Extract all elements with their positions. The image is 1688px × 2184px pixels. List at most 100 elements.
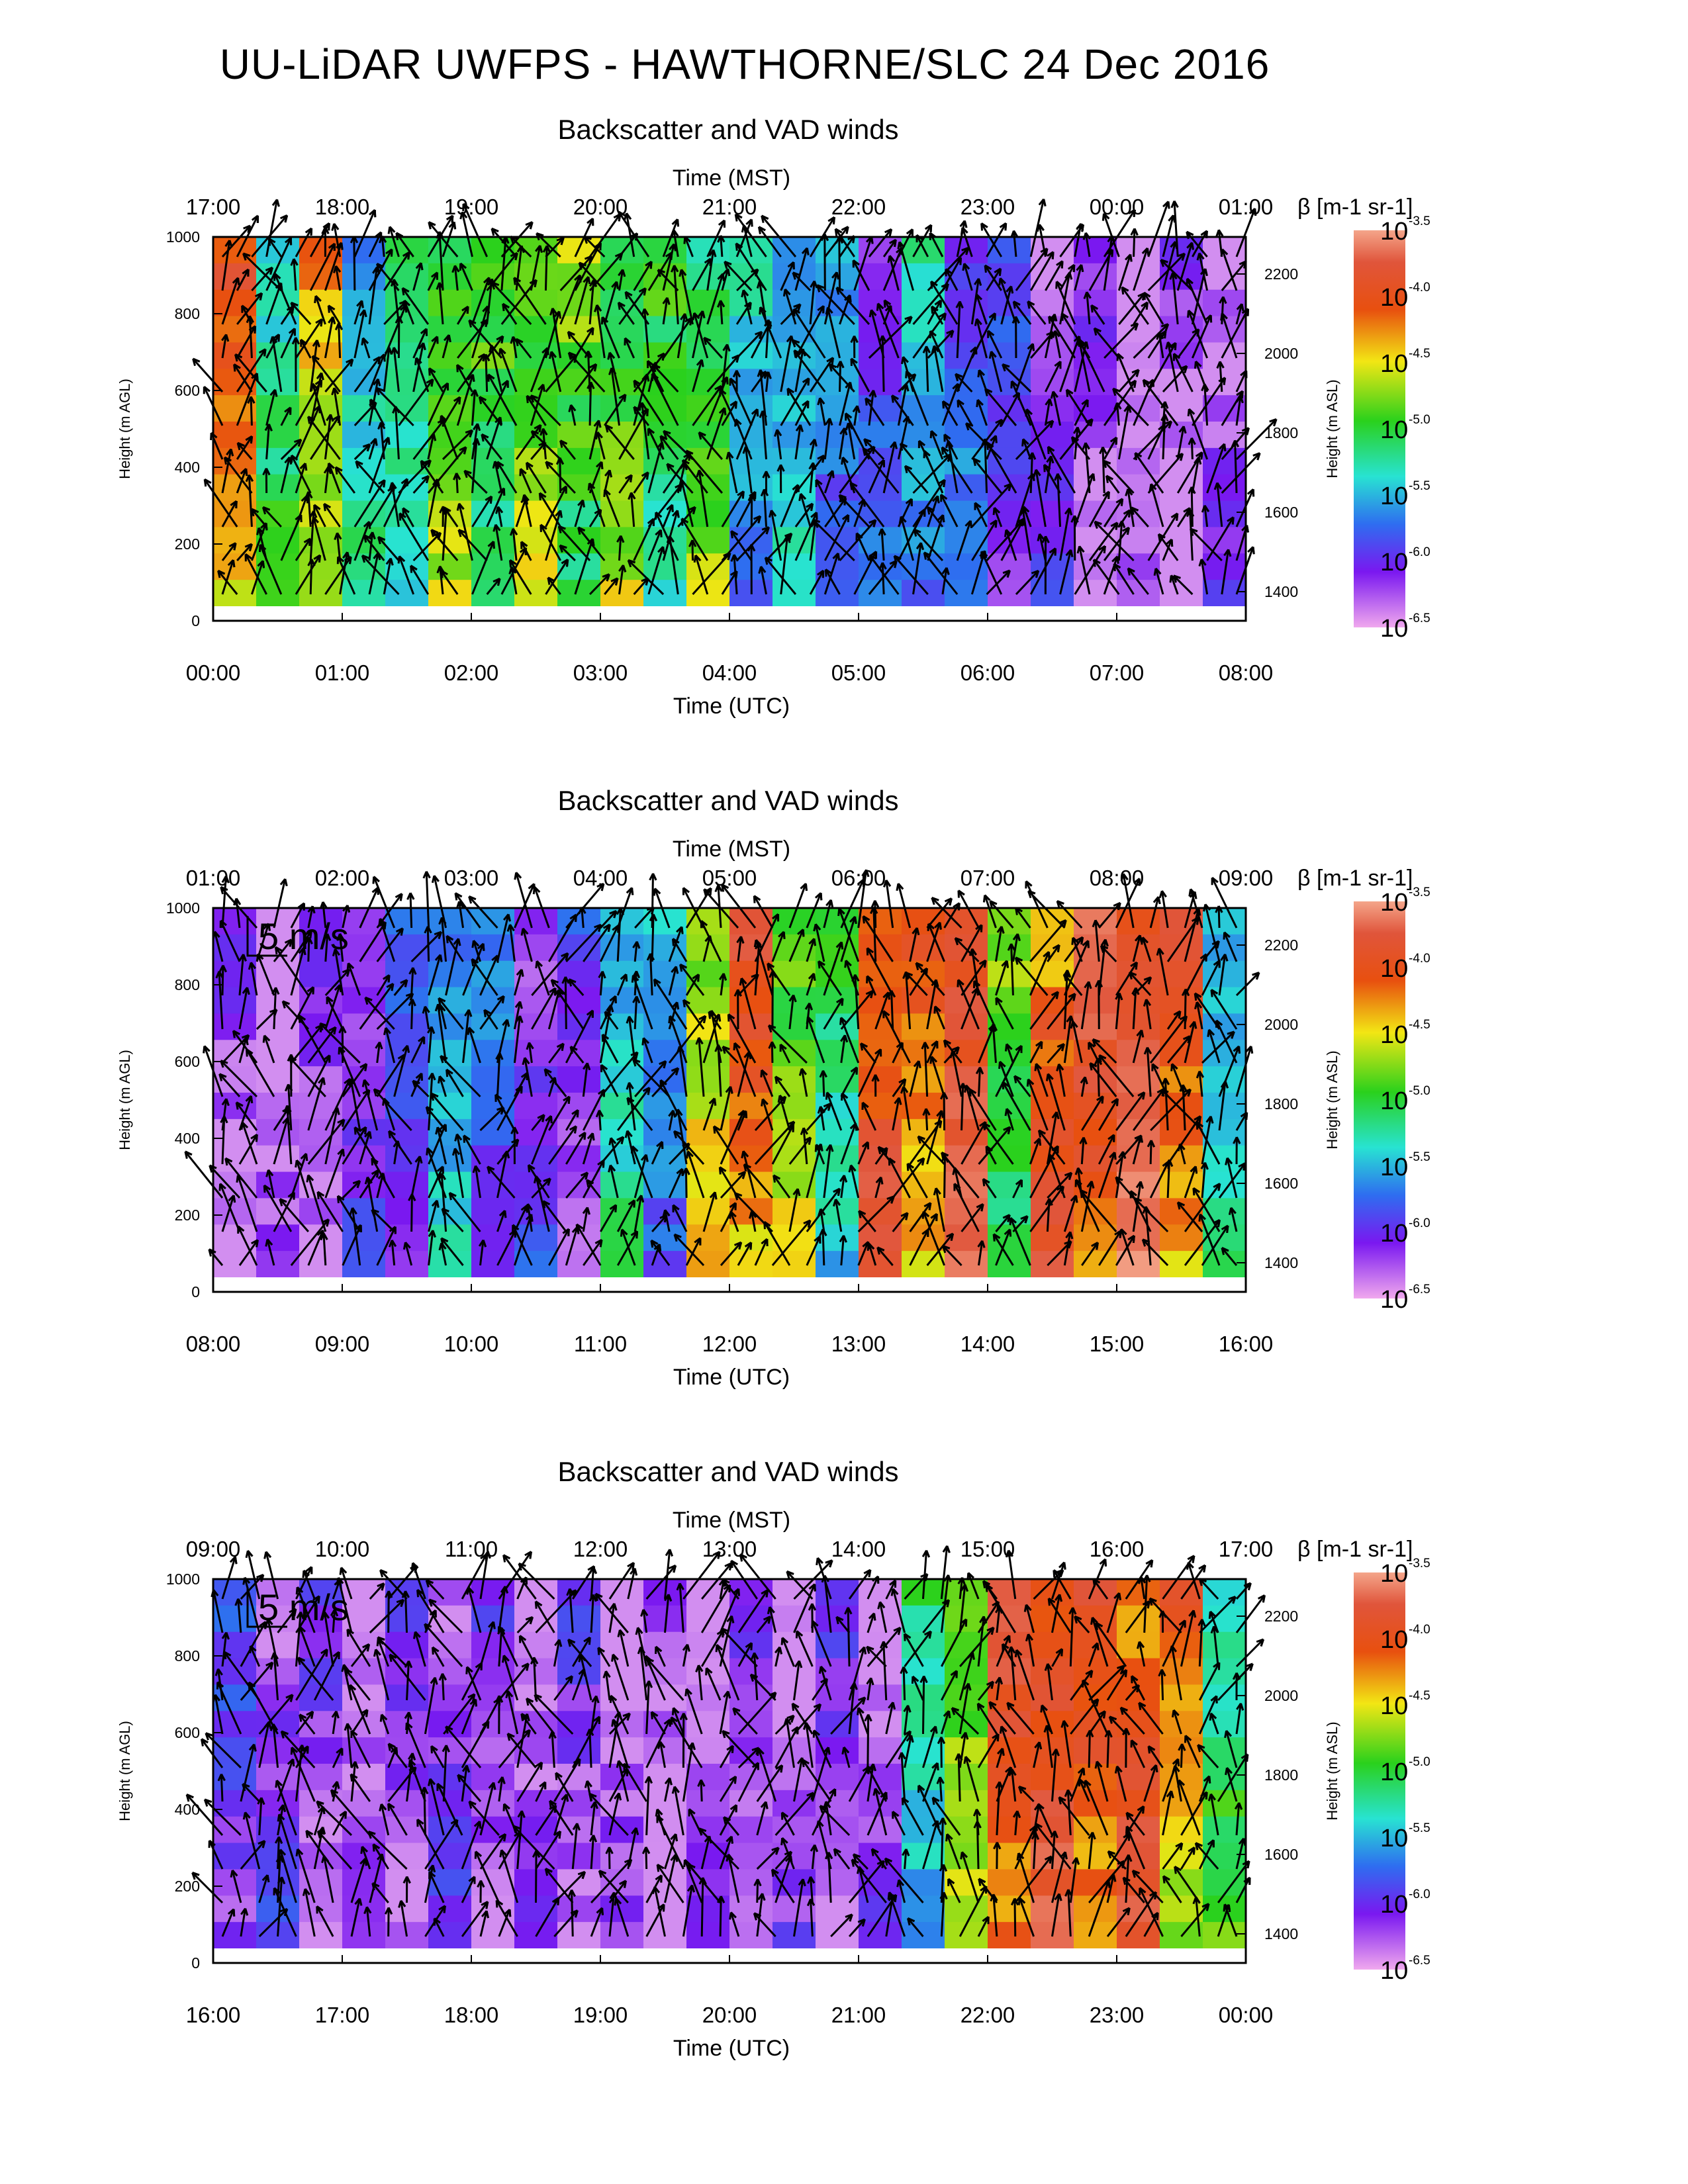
wind-vector-head: [384, 347, 391, 355]
wind-vector: [499, 348, 518, 392]
wind-vector: [440, 415, 459, 460]
heatmap-cell: [299, 500, 343, 528]
wind-vector-head: [898, 516, 902, 524]
wind-vector: [457, 529, 488, 562]
top-tick-label: 01:00: [1219, 195, 1274, 219]
wind-vector-head: [510, 336, 514, 344]
wind-vector: [353, 300, 363, 325]
wind-vector-head: [545, 461, 549, 469]
wind-vector: [881, 336, 885, 392]
wind-vector-head: [233, 364, 236, 372]
wind-vector: [500, 279, 538, 325]
wind-vector: [494, 524, 503, 561]
y-tick-label: 1000: [166, 228, 200, 246]
wind-vector-head: [930, 281, 933, 289]
wind-vector-head: [868, 310, 872, 318]
wind-vector: [363, 534, 385, 561]
wind-vector: [530, 347, 549, 392]
wind-vector: [486, 488, 505, 527]
wind-vector-head: [280, 214, 288, 220]
wind-vector-head: [311, 355, 315, 364]
wind-vector-head: [431, 875, 436, 884]
wind-vector: [309, 340, 318, 392]
wind-vector: [520, 541, 532, 561]
wind-vector: [353, 236, 356, 291]
wind-vector-head: [620, 1229, 623, 1237]
heatmap-cell: [643, 316, 687, 343]
heatmap-cell: [1031, 1251, 1074, 1278]
heatmap-cell: [514, 500, 558, 528]
wind-vector-head: [452, 473, 457, 480]
wind-vector: [468, 320, 502, 359]
wind-vector-head: [334, 532, 338, 541]
x-tick-label: 03:00: [573, 660, 628, 685]
wind-vector-head: [577, 499, 584, 506]
wind-vector: [368, 553, 379, 595]
colorbar-tick-base: 10: [1380, 350, 1408, 378]
wind-vector-head: [549, 308, 554, 316]
wind-vector-head: [378, 918, 381, 927]
wind-vector: [559, 545, 576, 562]
wind-vector-head: [307, 416, 311, 424]
wind-vector-head: [901, 356, 904, 365]
wind-vector-head: [1012, 301, 1016, 309]
wind-vector: [559, 439, 577, 460]
heatmap-cell: [385, 987, 429, 1015]
wind-vector: [339, 552, 349, 595]
wind-vector-head: [334, 467, 338, 475]
wind-vector-head: [1149, 484, 1152, 492]
wind-vector-head: [541, 347, 549, 354]
heatmap-cell: [514, 580, 558, 607]
wind-vector: [399, 512, 430, 561]
wind-vector-head: [428, 368, 431, 376]
wind-vector-head: [331, 387, 336, 396]
wind-vector-head: [492, 524, 497, 532]
wind-vector: [324, 414, 332, 460]
wind-vector-head: [538, 492, 541, 501]
wind-vector-head: [439, 506, 444, 514]
wind-vector: [234, 353, 267, 392]
wind-vector-head: [659, 435, 663, 443]
wind-vector-head: [603, 489, 606, 498]
wind-vector: [462, 203, 489, 257]
wind-vector: [383, 558, 392, 595]
heatmap-cell: [213, 1145, 257, 1173]
wind-vector-head: [361, 338, 364, 345]
wind-vector: [295, 228, 312, 257]
wind-vector-head: [583, 276, 589, 283]
wind-vector-head: [1187, 408, 1190, 417]
wind-vector: [471, 541, 495, 595]
wind-vector-head: [242, 268, 250, 275]
wind-vector-head: [385, 248, 393, 255]
wind-vector-head: [559, 440, 563, 448]
colorbar-tick-exponent: -5.0: [1409, 413, 1430, 427]
wind-vector-head: [313, 554, 321, 561]
wind-vector-head: [1113, 563, 1116, 572]
wind-vector: [265, 283, 283, 325]
heatmap-cell: [1074, 987, 1117, 1015]
heatmap-cell: [514, 1093, 558, 1120]
wind-vector: [513, 277, 547, 325]
heatmap-cell: [1203, 1093, 1246, 1120]
wind-vector-head: [402, 1242, 406, 1250]
wind-vector-head: [1215, 229, 1220, 238]
wind-vector-head: [483, 1009, 487, 1018]
heatmap-cell: [902, 1251, 945, 1278]
wind-vector-head: [905, 371, 908, 379]
wind-vector-head: [604, 1011, 608, 1019]
wind-vector-head: [520, 928, 524, 936]
wind-vector: [570, 404, 577, 426]
wind-vector-head: [841, 457, 844, 465]
wind-vector: [539, 492, 561, 527]
wind-vector: [236, 326, 256, 359]
heatmap-cell: [299, 1118, 343, 1146]
wind-vector: [401, 287, 430, 325]
x-tick-label: 08:00: [1219, 660, 1274, 685]
wind-vector: [574, 327, 594, 359]
heatmap-cell: [428, 500, 472, 528]
y2-tick-label: 1600: [1264, 504, 1298, 521]
wind-vector-head: [232, 1030, 236, 1038]
wind-vector: [438, 231, 444, 291]
wind-vector: [361, 338, 371, 359]
